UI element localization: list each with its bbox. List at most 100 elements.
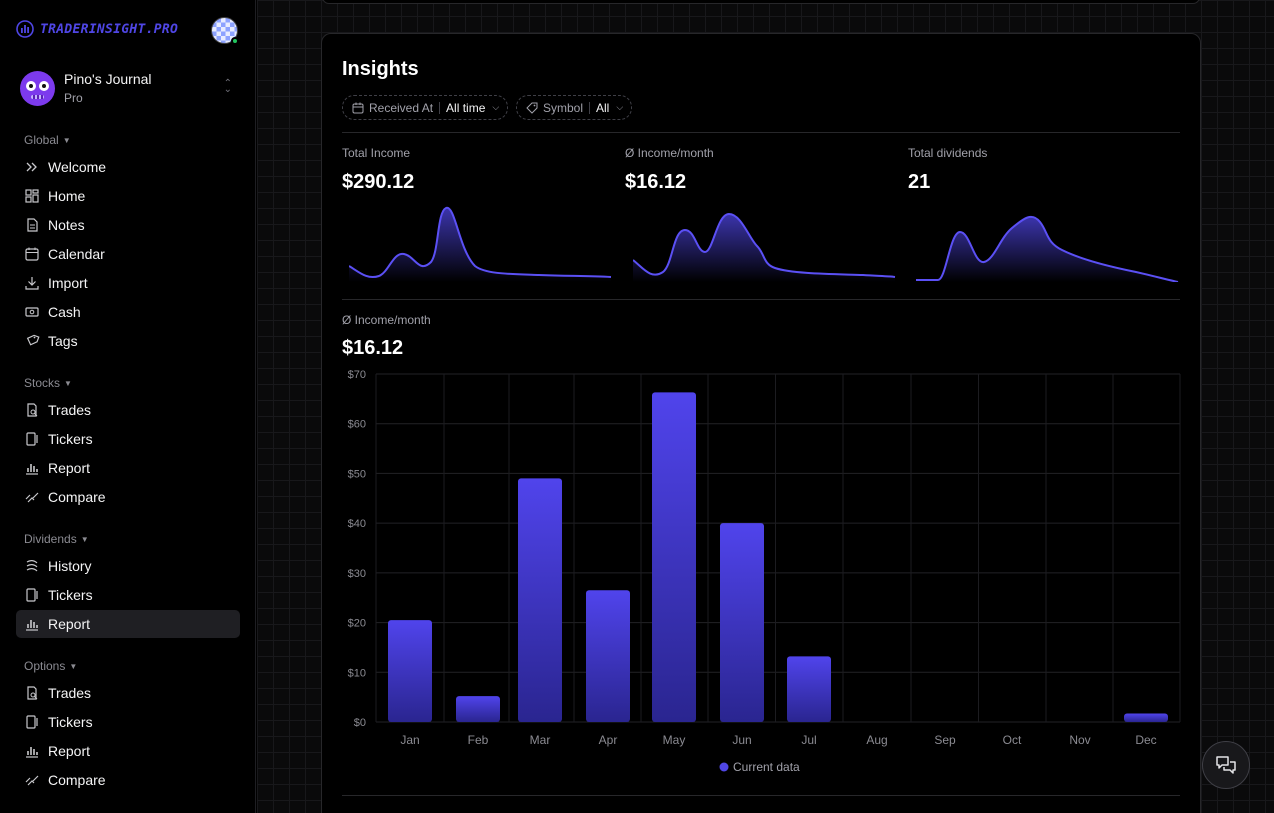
sidebar-item-label: Tags xyxy=(48,333,78,349)
previous-card xyxy=(322,0,1200,4)
section-label-text: Options xyxy=(24,659,66,673)
sparkline-area xyxy=(349,207,611,282)
history-icon xyxy=(24,558,40,574)
main-content: Insights Received At All time ⌵ Symbol A… xyxy=(257,0,1274,813)
sidebar-item-global-import[interactable]: Import xyxy=(16,269,240,297)
y-tick-label: $10 xyxy=(348,667,366,679)
y-tick-label: $60 xyxy=(348,419,366,431)
journal-avatar xyxy=(20,70,55,106)
caret-down-icon: ▼ xyxy=(80,534,89,544)
sidebar-item-global-notes[interactable]: Notes xyxy=(16,211,240,239)
symbol-label: Symbol xyxy=(543,100,584,115)
sparkline-income-per-month xyxy=(633,212,896,282)
chevron-down-icon: ⌵ xyxy=(616,102,624,112)
received-at-filter[interactable]: Received At All time ⌵ xyxy=(342,95,509,120)
y-tick-label: $0 xyxy=(354,717,366,729)
received-at-value: All time xyxy=(446,100,486,115)
section-label-dividends[interactable]: Dividends ▼ xyxy=(24,532,89,546)
insights-title: Insights xyxy=(342,58,419,80)
chevron-down-icon: ⌵ xyxy=(492,102,500,112)
bar-jul[interactable] xyxy=(787,656,831,722)
y-tick-label: $50 xyxy=(348,468,366,480)
bar-jun[interactable] xyxy=(720,523,764,722)
journal-switcher[interactable]: Pino's Journal Pro ⌃ ⌄ xyxy=(20,69,238,107)
legend-label: Current data xyxy=(733,760,800,774)
sidebar-item-label: Tickers xyxy=(48,587,93,603)
chevrons-right-icon xyxy=(24,159,40,175)
monthly-income-label: Ø Income/month xyxy=(342,313,431,327)
stat-income-per-month: Ø Income/month $16.12 xyxy=(625,146,895,194)
bar-dec[interactable] xyxy=(1124,713,1168,722)
sidebar-item-label: History xyxy=(48,558,92,574)
sidebar-item-label: Report xyxy=(48,460,91,476)
sidebar-item-label: Compare xyxy=(48,772,106,788)
sidebar-item-stocks-compare[interactable]: Compare xyxy=(16,483,240,511)
x-tick-label: May xyxy=(663,733,686,747)
document-icon xyxy=(24,217,40,233)
journal-name: Pino's Journal xyxy=(64,71,152,87)
stat-total-income: Total Income $290.12 xyxy=(342,146,612,194)
section-label-global[interactable]: Global ▼ xyxy=(24,133,71,147)
divider xyxy=(342,299,1180,300)
chat-support-button[interactable] xyxy=(1202,741,1250,789)
tickers-icon xyxy=(24,431,40,447)
divider xyxy=(342,795,1180,796)
trades-icon xyxy=(24,402,40,418)
brand-logo[interactable]: TRADERINSIGHT.PRO xyxy=(16,20,178,38)
stat-label: Total dividends xyxy=(908,146,988,160)
y-tick-label: $20 xyxy=(348,618,366,630)
tag-icon xyxy=(526,102,538,114)
avatar-eye-right xyxy=(39,80,49,91)
sparkline-total-income xyxy=(349,206,612,282)
bar-feb[interactable] xyxy=(456,696,500,722)
sidebar-item-stocks-tickers[interactable]: Tickers xyxy=(16,425,240,453)
sidebar-item-options-report[interactable]: Report xyxy=(16,737,240,765)
filter-separator xyxy=(589,101,591,114)
stat-total-dividends: Total dividends 21 xyxy=(908,146,1178,194)
sidebar-item-global-cash[interactable]: Cash xyxy=(16,298,240,326)
sidebar-item-global-welcome[interactable]: Welcome xyxy=(16,153,240,181)
x-tick-label: Apr xyxy=(599,733,618,747)
insights-card: Insights Received At All time ⌵ Symbol A… xyxy=(321,33,1201,813)
sidebar-item-global-home[interactable]: Home xyxy=(16,182,240,210)
x-tick-label: Oct xyxy=(1003,733,1022,747)
sidebar-item-label: Tickers xyxy=(48,431,93,447)
sidebar-item-stocks-trades[interactable]: Trades xyxy=(16,396,240,424)
sidebar-item-label: Calendar xyxy=(48,246,105,262)
sidebar-item-global-calendar[interactable]: Calendar xyxy=(16,240,240,268)
bar-mar[interactable] xyxy=(518,478,562,722)
sidebar-item-dividends-tickers[interactable]: Tickers xyxy=(16,581,240,609)
sidebar-item-options-trades[interactable]: Trades xyxy=(16,679,240,707)
stat-value: $16.12 xyxy=(625,171,687,193)
sidebar-item-options-compare[interactable]: Compare xyxy=(16,766,240,794)
avatar-mouth xyxy=(31,94,44,99)
sparkline-line xyxy=(916,215,1179,282)
online-status-indicator xyxy=(231,37,239,45)
section-label-options[interactable]: Options ▼ xyxy=(24,659,77,673)
sidebar-item-label: Tickers xyxy=(48,714,93,730)
sidebar-item-options-tickers[interactable]: Tickers xyxy=(16,708,240,736)
symbol-filter[interactable]: Symbol All ⌵ xyxy=(516,95,633,120)
caret-down-icon: ▼ xyxy=(64,378,72,388)
sidebar-item-global-tags[interactable]: Tags xyxy=(16,327,240,355)
sparkline-area xyxy=(633,214,895,282)
user-avatar[interactable] xyxy=(211,17,239,45)
x-tick-label: Nov xyxy=(1069,733,1090,747)
filter-separator xyxy=(439,101,441,114)
journal-plan: Pro xyxy=(64,91,83,105)
x-tick-label: Sep xyxy=(934,733,956,747)
bar-jan[interactable] xyxy=(388,620,432,722)
sidebar-item-label: Report xyxy=(48,743,91,759)
sidebar-item-stocks-report[interactable]: Report xyxy=(16,454,240,482)
x-tick-label: Feb xyxy=(468,733,489,747)
compare-icon xyxy=(24,772,40,788)
sidebar-item-dividends-report[interactable]: Report xyxy=(16,610,240,638)
tickers-icon xyxy=(24,714,40,730)
sidebar-item-label: Report xyxy=(48,616,91,632)
sidebar-item-dividends-history[interactable]: History xyxy=(16,552,240,580)
section-label-stocks[interactable]: Stocks ▼ xyxy=(24,376,72,390)
bar-chart-icon xyxy=(24,616,40,632)
received-at-label: Received At xyxy=(369,100,434,115)
bar-may[interactable] xyxy=(652,392,696,722)
bar-apr[interactable] xyxy=(586,590,630,722)
